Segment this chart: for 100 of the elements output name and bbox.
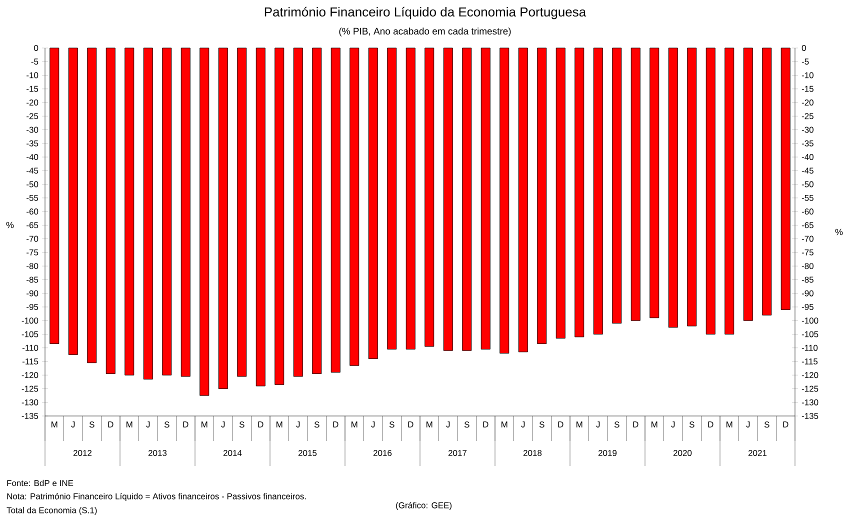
x-tick-label: D	[483, 422, 488, 428]
y2-tick-label: -35	[802, 140, 814, 146]
x-tick-label: J	[596, 422, 600, 428]
y-tick-label: -70	[26, 236, 38, 242]
x-tick-label: M	[502, 422, 508, 428]
text: 2020	[673, 450, 692, 456]
y-tick-label: -30	[26, 126, 38, 133]
y-tick-label: -20	[26, 100, 38, 106]
y-tick-label: -130	[22, 399, 38, 406]
x-tick-label: J	[371, 422, 375, 428]
y-tick-label: -105	[22, 331, 38, 338]
y-tick-label: -65	[26, 222, 38, 228]
y2-tick-label: -110	[802, 344, 818, 351]
y2-tick-label: -80	[802, 263, 814, 270]
y-tick-label: -100	[22, 318, 38, 324]
x-tick-label: S	[539, 422, 544, 428]
y-tick-label: -135	[22, 412, 38, 419]
text: Nota: Património Financeiro Líquido = Ativos financeiros - Passivos financeiros.	[7, 492, 306, 501]
x-tick-label: S	[164, 422, 170, 428]
y2-tick-label: -20	[802, 100, 814, 106]
y2-tick-label: -115	[802, 358, 818, 364]
y-tick-label: -125	[22, 386, 38, 392]
text: 2019	[598, 450, 617, 456]
y-tick-label: -115	[22, 358, 38, 364]
x-tick-label: M	[652, 422, 658, 428]
text: 2021	[748, 450, 767, 456]
y2-tick-label: -75	[802, 249, 814, 256]
text: 2016	[373, 450, 392, 456]
y2-tick-label: -45	[802, 168, 814, 174]
y2-tick-label: -50	[802, 181, 814, 188]
x-tick-label: D	[783, 422, 788, 428]
y2-tick-label: -125	[802, 386, 818, 392]
y2-tick-label: -135	[802, 412, 818, 419]
y2-tick-label: -70	[802, 236, 814, 242]
y-tick-label: -80	[26, 263, 38, 270]
y-tick-label: -35	[26, 140, 38, 146]
x-tick-label: J	[671, 422, 675, 428]
y2-tick-label: -10	[802, 72, 814, 78]
x-tick-label: S	[239, 422, 244, 428]
y-tick-label: -45	[26, 168, 38, 174]
x-tick-label: D	[708, 422, 714, 428]
x-tick-label: M	[52, 422, 58, 428]
y-tick-label: -5	[31, 58, 38, 65]
text: 2014	[223, 450, 242, 456]
chart-subtitle: (% PIB, Ano acabado em cada trimestre)	[339, 28, 511, 36]
y-tick-label: -55	[26, 194, 38, 201]
x-tick-label: D	[558, 422, 564, 428]
x-tick-label: S	[89, 422, 94, 428]
y-tick-label: -110	[22, 344, 38, 351]
x-tick-label: M	[202, 422, 208, 428]
x-tick-label: D	[408, 422, 414, 428]
y-tick-label: -120	[22, 372, 38, 378]
x-tick-label: M	[426, 422, 432, 428]
source-note: Fonte: BdP e INE	[7, 480, 74, 486]
text: Total da Economia (S.1)	[6, 507, 97, 515]
text: 2018	[523, 450, 542, 456]
text: 2017	[448, 450, 467, 456]
text: 2015	[298, 450, 317, 456]
y2-tick-label: -120	[802, 372, 818, 378]
text: (Gráfico: GEE)	[396, 502, 452, 510]
x-tick-label: D	[633, 422, 638, 428]
x-tick-label: J	[221, 422, 225, 428]
chart-title: Património Financeiro Líquido da Economia Portuguesa	[264, 6, 586, 20]
text: 2012	[73, 450, 92, 456]
x-tick-label: M	[726, 422, 732, 428]
x-tick-label: J	[71, 422, 75, 428]
y2-tick-label: 0	[802, 45, 806, 52]
y2-tick-label: -5	[802, 58, 809, 65]
x-tick-label: S	[389, 422, 394, 428]
y2-tick-label: -55	[802, 194, 814, 201]
text: 2013	[148, 450, 167, 456]
x-tick-label: J	[146, 422, 150, 428]
y-tick-label: -40	[26, 154, 38, 160]
y-tick-label: -10	[26, 72, 38, 78]
y2-tick-label: -100	[802, 318, 818, 324]
y2-tick-label: -25	[802, 113, 814, 120]
x-tick-label: M	[352, 422, 358, 428]
x-tick-label: J	[446, 422, 450, 428]
y2-tick-label: -105	[802, 331, 818, 338]
y2-tick-label: -60	[802, 208, 814, 215]
y-tick-label: -90	[26, 290, 38, 296]
x-tick-label: D	[333, 422, 338, 428]
x-tick-label: J	[746, 422, 750, 428]
y2-axis-title: %	[835, 228, 843, 236]
x-tick-label: D	[258, 422, 264, 428]
y2-tick-label: -95	[802, 304, 814, 310]
y2-tick-label: -90	[802, 290, 814, 296]
y-tick-label: 0	[34, 45, 38, 52]
y2-tick-label: -65	[802, 222, 814, 228]
y2-tick-label: -30	[802, 126, 814, 133]
x-tick-label: S	[764, 422, 770, 428]
y2-tick-label: -15	[802, 86, 814, 92]
y-tick-label: -85	[26, 276, 38, 283]
x-tick-label: S	[689, 422, 694, 428]
x-tick-label: M	[126, 422, 132, 428]
x-tick-label: S	[464, 422, 470, 428]
y2-tick-label: -85	[802, 276, 814, 283]
x-tick-label: M	[576, 422, 582, 428]
x-tick-label: J	[296, 422, 300, 428]
x-tick-label: D	[183, 422, 188, 428]
